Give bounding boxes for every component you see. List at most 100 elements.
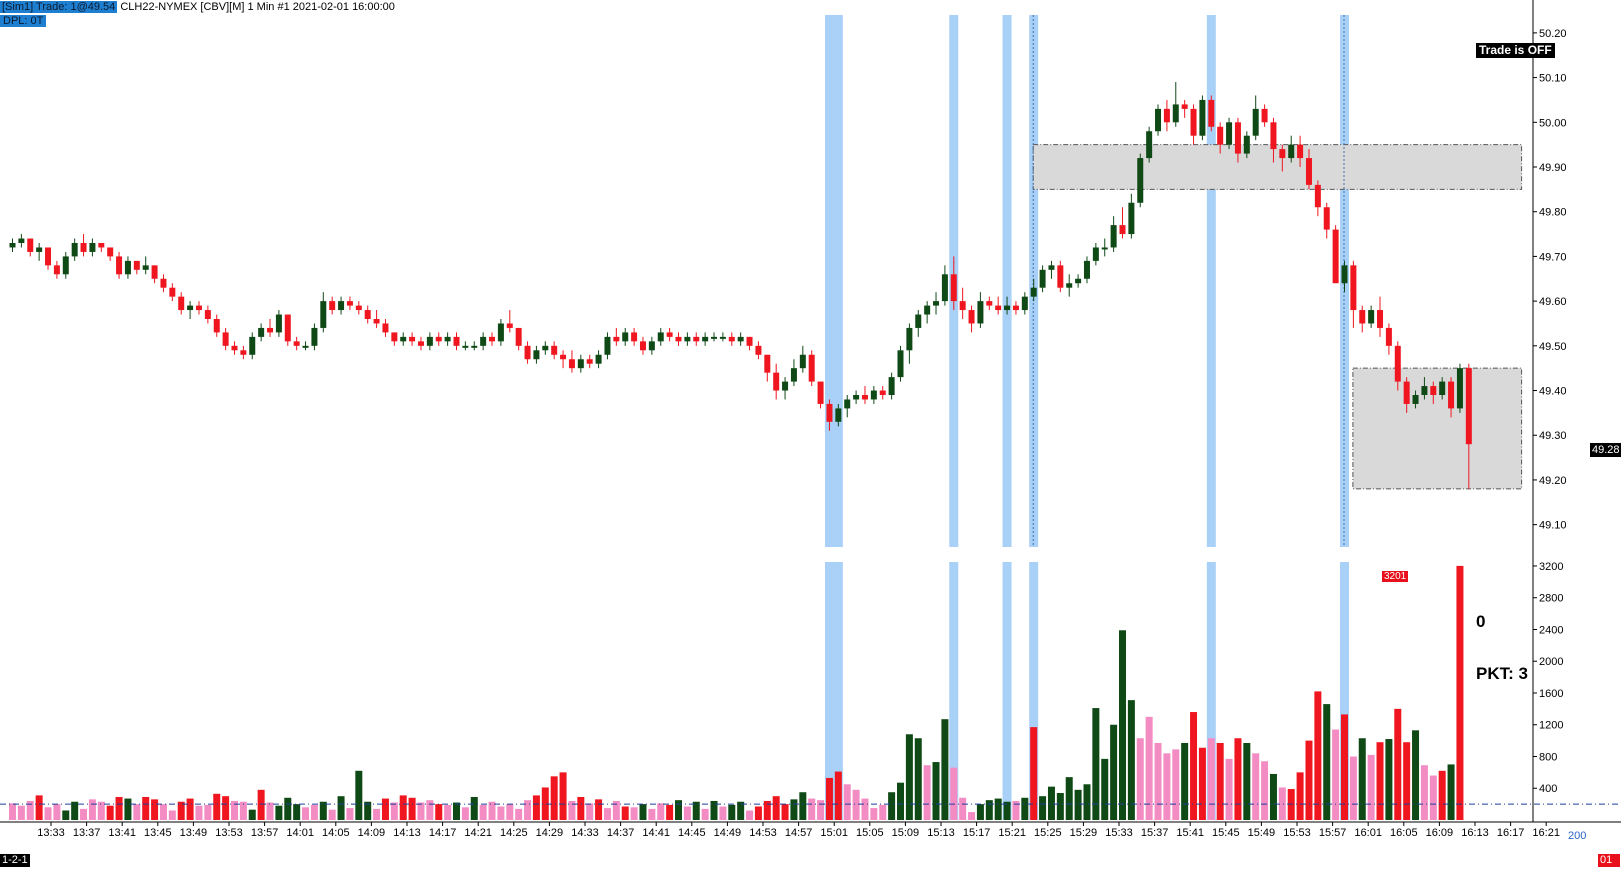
volume-bar (1296, 772, 1304, 820)
volume-bar (346, 808, 354, 820)
volume-bar (106, 805, 114, 820)
candle (604, 336, 611, 355)
candle (71, 243, 78, 257)
volume-bar (905, 734, 913, 820)
volume-bar (1003, 801, 1011, 820)
volume-bar (559, 772, 567, 820)
candle (560, 354, 567, 360)
trade-status-badge[interactable]: Trade is OFF (1476, 43, 1555, 58)
candle (302, 345, 309, 348)
candle (346, 301, 353, 306)
time-tick-label: 15:29 (1070, 827, 1098, 839)
candle (657, 332, 664, 342)
volume-bar (1030, 727, 1038, 820)
candle (382, 323, 389, 333)
volume-bar (950, 767, 958, 820)
volume-bar (470, 796, 478, 820)
candle (844, 399, 851, 409)
volume-bar (204, 804, 212, 820)
volume-bar (923, 765, 931, 820)
time-tick-label: 14:25 (500, 827, 528, 839)
candle (595, 354, 602, 364)
candle (551, 345, 558, 355)
candle (782, 381, 789, 391)
volume-bar (1403, 742, 1411, 820)
candle (684, 336, 691, 342)
volume-tick-label: 400 (1539, 783, 1557, 795)
candle (1439, 381, 1446, 395)
candle (124, 260, 131, 275)
time-tick-label: 14:13 (393, 827, 421, 839)
candle (728, 336, 735, 342)
candle (169, 287, 176, 297)
candle (275, 314, 282, 333)
candle (506, 323, 513, 328)
volume-bar (808, 798, 816, 820)
candle (400, 336, 407, 342)
price-tick-label: 49.70 (1539, 251, 1567, 263)
volume-bar (1323, 704, 1331, 820)
volume-bar (888, 792, 896, 820)
volume-bar (1394, 708, 1402, 820)
time-tick-label: 15:01 (820, 827, 848, 839)
price-zone (1032, 144, 1523, 190)
volume-bar (479, 804, 487, 820)
candle (151, 265, 158, 279)
volume-bar (417, 802, 425, 820)
candle (977, 301, 984, 324)
volume-bar (843, 784, 851, 820)
candle (711, 336, 718, 339)
time-tick-label: 15:37 (1141, 827, 1169, 839)
candle (773, 372, 780, 391)
volume-bar (1278, 787, 1286, 820)
volume-bar (239, 801, 247, 820)
volume-bar (994, 798, 1002, 820)
volume-bar (26, 800, 34, 820)
candle (293, 341, 300, 346)
volume-bar (550, 776, 558, 820)
volume-bar (772, 796, 780, 820)
candle (622, 332, 629, 342)
candle (89, 243, 96, 252)
candle (702, 336, 709, 342)
candle (1332, 229, 1339, 284)
candle (631, 332, 638, 342)
volume-tick-label: 1200 (1539, 720, 1563, 732)
candle (213, 319, 220, 333)
time-tick-label: 13:53 (215, 827, 243, 839)
highlight-band-volume (1206, 562, 1216, 820)
volume-bar (1385, 739, 1393, 820)
candle (116, 256, 123, 275)
candle (515, 327, 522, 346)
candle (36, 247, 43, 252)
candle (746, 336, 753, 346)
candle (142, 265, 149, 270)
highlight-band-volume (1002, 562, 1012, 820)
volume-tick-label: 800 (1539, 751, 1557, 763)
volume-bar (9, 803, 16, 820)
last-price-flag: 49.28 (1590, 443, 1621, 457)
volume-bar (1349, 756, 1357, 820)
volume-bar (639, 804, 647, 820)
time-tick-label: 14:53 (749, 827, 777, 839)
candle (1190, 108, 1197, 136)
candle (1101, 247, 1108, 250)
volume-bar (302, 807, 310, 820)
highlight-band-volume (949, 562, 959, 820)
candle (497, 323, 504, 342)
candle (53, 265, 60, 275)
volume-bar (266, 802, 274, 820)
volume-bar (1136, 738, 1144, 820)
volume-bar (1012, 800, 1020, 820)
volume-bar (1021, 797, 1029, 820)
candle (355, 305, 362, 311)
last-volume-flag: 3201 (1382, 571, 1409, 582)
volume-bar (328, 809, 336, 820)
candle (133, 260, 140, 270)
volume-bar (435, 804, 443, 820)
volume-bar (1172, 749, 1180, 820)
candle (1279, 149, 1286, 159)
candle (915, 314, 922, 328)
